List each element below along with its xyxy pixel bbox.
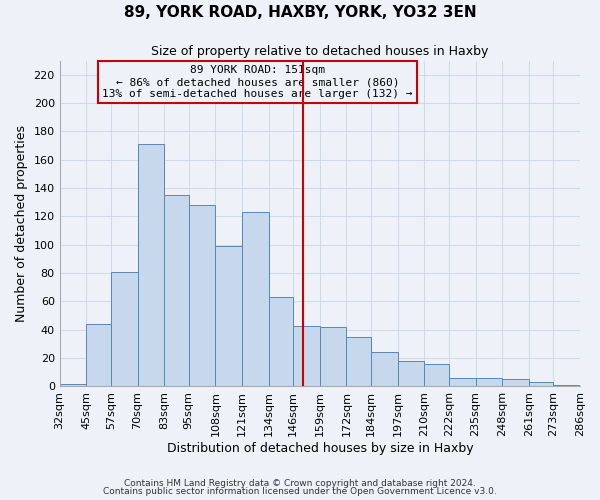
Text: 89, YORK ROAD, HAXBY, YORK, YO32 3EN: 89, YORK ROAD, HAXBY, YORK, YO32 3EN <box>124 5 476 20</box>
Y-axis label: Number of detached properties: Number of detached properties <box>15 125 28 322</box>
Bar <box>502 380 529 386</box>
Bar <box>111 272 137 386</box>
Bar <box>424 364 449 386</box>
Bar <box>242 212 269 386</box>
Bar <box>476 378 502 386</box>
Text: 89 YORK ROAD: 151sqm
← 86% of detached houses are smaller (860)
13% of semi-deta: 89 YORK ROAD: 151sqm ← 86% of detached h… <box>102 66 413 98</box>
Bar <box>293 326 320 386</box>
Title: Size of property relative to detached houses in Haxby: Size of property relative to detached ho… <box>151 45 488 58</box>
Bar <box>553 385 580 386</box>
Bar <box>529 382 553 386</box>
Text: Contains public sector information licensed under the Open Government Licence v3: Contains public sector information licen… <box>103 487 497 496</box>
Bar <box>269 297 293 386</box>
Bar <box>164 195 189 386</box>
Bar <box>371 352 398 386</box>
Bar <box>189 205 215 386</box>
X-axis label: Distribution of detached houses by size in Haxby: Distribution of detached houses by size … <box>167 442 473 455</box>
Bar <box>137 144 164 386</box>
Bar <box>59 384 86 386</box>
Text: Contains HM Land Registry data © Crown copyright and database right 2024.: Contains HM Land Registry data © Crown c… <box>124 478 476 488</box>
Bar <box>398 361 424 386</box>
Bar <box>86 324 111 386</box>
Bar <box>346 337 371 386</box>
Bar <box>215 246 242 386</box>
Bar <box>449 378 476 386</box>
Bar <box>320 327 346 386</box>
